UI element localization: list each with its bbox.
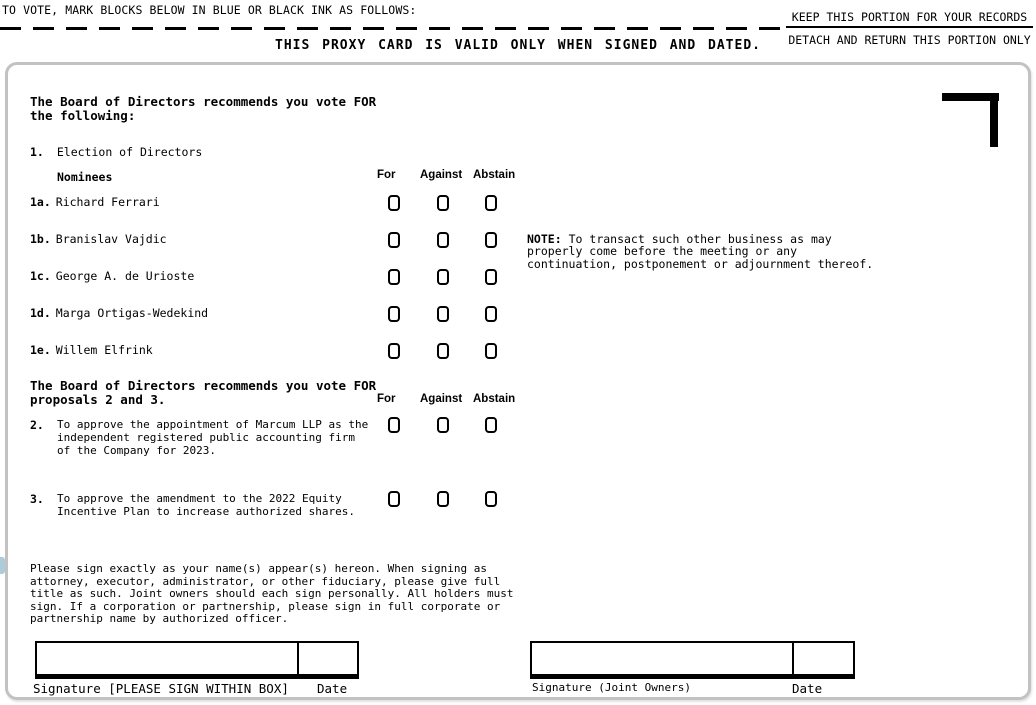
mark-box-against[interactable] (437, 269, 449, 285)
nominee-number: 1e. (30, 343, 51, 357)
column-label-abstain: Abstain (473, 393, 516, 405)
proposal-3-number: 3. (30, 492, 44, 506)
column-label-for: For (377, 169, 396, 181)
signature-joint-label: Signature (Joint Owners) (532, 681, 691, 694)
mark-box-against[interactable] (437, 491, 449, 507)
date-joint-label: Date (792, 681, 823, 696)
note-label: NOTE: (527, 232, 562, 246)
nominee-number: 1b. (30, 232, 51, 246)
ink-instruction-text: TO VOTE, MARK BLOCKS BELOW IN BLUE OR BL… (2, 3, 417, 17)
proposal-3-text: To approve the amendment to the 2022 Equ… (57, 492, 356, 518)
vote-columns-header-1: For Against Abstain (8, 169, 1028, 183)
nominee-name: George A. de Urioste (55, 269, 195, 283)
mark-box-abstain[interactable] (485, 232, 497, 248)
nominee-row-1a: 1a. Richard Ferrari (30, 195, 1010, 213)
proposal-1-number: 1. (30, 145, 44, 159)
signature-box-divider (297, 643, 299, 674)
column-label-for: For (377, 393, 396, 405)
column-label-against: Against (420, 393, 463, 405)
mark-box-for[interactable] (388, 417, 400, 433)
mark-box-for[interactable] (388, 343, 400, 359)
nominee-name: Richard Ferrari (55, 195, 160, 209)
mark-box-for[interactable] (388, 269, 400, 285)
proposal-1-title: 1. Election of Directors (30, 145, 202, 159)
page-edge-mark (0, 557, 5, 574)
mark-box-against[interactable] (437, 306, 449, 322)
nominee-row-1c: 1c. George A. de Urioste (30, 269, 1010, 287)
proxy-card: The Board of Directors recommends you vo… (5, 62, 1031, 700)
corner-registration-mark-vertical (990, 93, 998, 147)
nominee-row-1e: 1e. Willem Elfrink (30, 343, 1010, 361)
nominee-number: 1d. (30, 306, 51, 320)
signature-primary-label: Signature [PLEASE SIGN WITHIN BOX] (33, 681, 289, 696)
section2-recommendation: The Board of Directors recommends you vo… (30, 378, 377, 407)
mark-box-abstain[interactable] (485, 269, 497, 285)
signature-box-divider (792, 643, 794, 674)
signing-instructions: Please sign exactly as your name(s) appe… (30, 562, 514, 625)
proposal-2-number: 2. (30, 418, 44, 432)
nominee-name: Marga Ortigas-Wedekind (55, 306, 209, 320)
nominee-row-1b: 1b. Branislav Vajdic (30, 232, 1010, 250)
signature-field-primary[interactable] (37, 643, 297, 674)
detach-portion-note: DETACH AND RETURN THIS PORTION ONLY (788, 33, 1031, 47)
nominee-row-1d: 1d. Marga Ortigas-Wedekind (30, 306, 1010, 324)
mark-box-against[interactable] (437, 195, 449, 211)
signature-field-joint[interactable] (532, 643, 792, 674)
date-field-joint[interactable] (794, 643, 853, 674)
mark-box-abstain[interactable] (485, 343, 497, 359)
mark-box-against[interactable] (437, 232, 449, 248)
mark-box-abstain[interactable] (485, 306, 497, 322)
corner-registration-mark-horizontal (942, 93, 999, 101)
mark-box-for[interactable] (388, 306, 400, 322)
date-primary-label: Date (317, 681, 348, 696)
nominee-number: 1a. (30, 195, 51, 209)
signature-box-primary (35, 641, 359, 679)
mark-box-abstain[interactable] (485, 491, 497, 507)
nominee-name: Willem Elfrink (55, 343, 153, 357)
validity-notice: THIS PROXY CARD IS VALID ONLY WHEN SIGNE… (275, 38, 761, 53)
nominees-label: Nominees (57, 170, 113, 184)
column-label-abstain: Abstain (473, 169, 516, 181)
mark-box-against[interactable] (437, 343, 449, 359)
column-label-against: Against (420, 169, 463, 181)
other-business-note: NOTE: To transact such other business as … (527, 232, 874, 271)
mark-box-for[interactable] (388, 195, 400, 211)
mark-box-against[interactable] (437, 417, 449, 433)
date-field-primary[interactable] (299, 643, 357, 674)
proposal-2-text: To approve the appointment of Marcum LLP… (57, 418, 369, 457)
perforation-dashed-line (0, 27, 784, 30)
mark-box-for[interactable] (388, 232, 400, 248)
signature-box-joint (530, 641, 855, 679)
mark-box-for[interactable] (388, 491, 400, 507)
mark-box-abstain[interactable] (485, 417, 497, 433)
proposal-1-text: Election of Directors (56, 145, 203, 159)
vote-columns-header-2: For Against Abstain (8, 393, 1028, 407)
nominee-number: 1c. (30, 269, 51, 283)
keep-portion-note: KEEP THIS PORTION FOR YOUR RECORDS (786, 10, 1033, 28)
nominee-name: Branislav Vajdic (55, 232, 167, 246)
mark-box-abstain[interactable] (485, 195, 497, 211)
section1-recommendation: The Board of Directors recommends you vo… (30, 94, 377, 123)
